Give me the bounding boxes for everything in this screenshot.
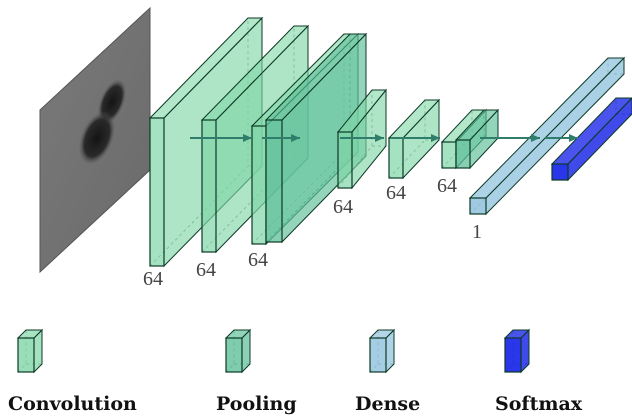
layer-size-label: 64 (437, 175, 457, 197)
softmax-legend-icon (503, 328, 531, 374)
dense-layer (468, 56, 626, 216)
flow-arrow (262, 134, 300, 142)
legend-item-softmax: Softmax (495, 328, 583, 415)
flow-arrow (190, 134, 252, 142)
flow-arrow (392, 134, 440, 142)
layer-size-label: 64 (248, 249, 268, 271)
legend-label: Softmax (495, 393, 583, 415)
flow-arrows (190, 134, 578, 142)
layer-size-label: 64 (333, 196, 353, 218)
softmax-layer (550, 97, 632, 182)
network-layers (148, 16, 632, 268)
layer-size-label: 64 (386, 182, 406, 204)
layer-size-label: 64 (143, 268, 163, 290)
input-image (39, 6, 151, 274)
legend-label: Dense (355, 393, 420, 415)
layer-size-label: 64 (196, 259, 216, 281)
pooling-legend-icon (224, 328, 252, 374)
flow-arrow (545, 134, 578, 142)
flow-arrow (340, 134, 384, 142)
legend-label: Convolution (8, 393, 137, 415)
convolution-legend-icon (16, 328, 44, 374)
layer-size-label: 1 (472, 221, 482, 243)
dense-legend-icon (368, 328, 396, 374)
layer-size-labels: 64 64 64 64 64 64 1 (143, 175, 482, 290)
flow-arrow (480, 134, 540, 142)
legend-item-convolution: Convolution (8, 328, 137, 415)
legend-label: Pooling (216, 393, 297, 415)
legend-item-dense: Dense (355, 328, 420, 415)
legend-item-pooling: Pooling (216, 328, 297, 415)
legend: Convolution Pooling Dense Softmax (8, 328, 583, 415)
